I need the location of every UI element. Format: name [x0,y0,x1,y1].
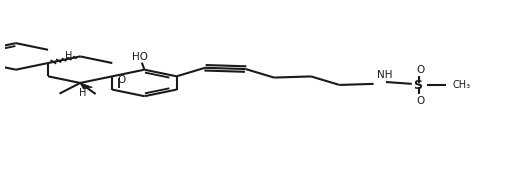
Text: O: O [417,96,424,106]
Text: NH: NH [377,70,392,80]
Text: O: O [417,65,424,75]
Text: H: H [78,89,86,99]
Text: HO: HO [133,52,148,62]
Text: H: H [65,51,73,61]
Polygon shape [80,83,93,89]
Text: CH₃: CH₃ [453,80,471,90]
Text: S: S [413,79,422,92]
Text: O: O [117,75,126,85]
